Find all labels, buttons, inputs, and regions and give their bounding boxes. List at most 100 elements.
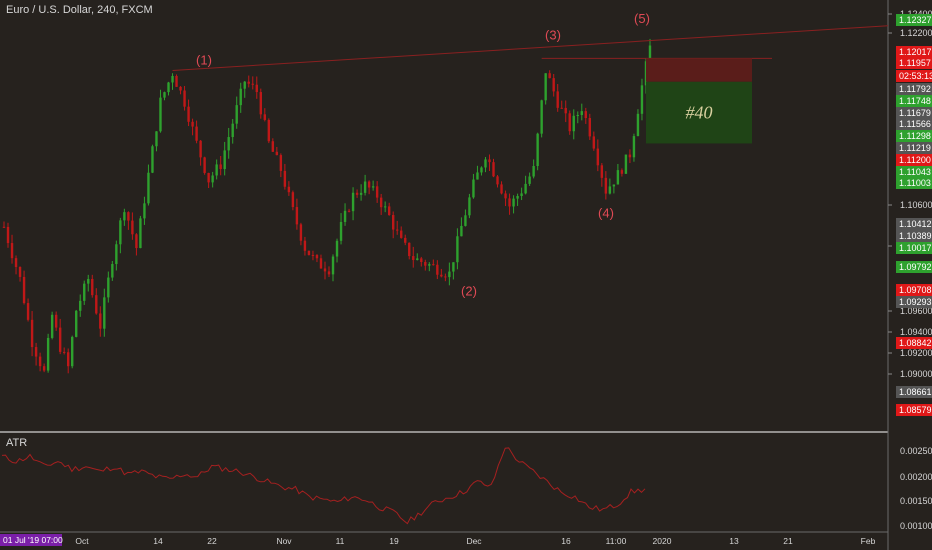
candle-body xyxy=(616,170,620,185)
candle-body xyxy=(508,198,511,207)
candle-body xyxy=(38,356,42,367)
candle-body xyxy=(339,221,343,241)
candle-body xyxy=(327,271,331,275)
candle-body xyxy=(500,184,503,194)
candle-body xyxy=(247,81,250,84)
candle-body xyxy=(62,351,66,353)
candle-body xyxy=(211,175,214,183)
atr-indicator-label[interactable]: ATR xyxy=(6,437,28,449)
wave-label: (4) xyxy=(598,206,614,221)
candle-body xyxy=(588,118,592,137)
candle-body xyxy=(608,186,612,194)
price-tag-label: 1.11748 xyxy=(899,96,931,106)
candle-body xyxy=(22,276,26,304)
atr-tick-label: 0.00100 xyxy=(900,521,932,531)
start-date-label: 01 Jul '19 07:00 xyxy=(3,535,63,545)
price-tag-label: 1.10017 xyxy=(899,243,932,253)
candle-body xyxy=(604,177,608,194)
candle-body xyxy=(147,172,150,204)
candle-body xyxy=(480,167,483,173)
time-tick-label: 19 xyxy=(389,536,399,546)
candle-body xyxy=(404,237,407,243)
price-tag xyxy=(896,118,932,130)
candle-body xyxy=(416,258,419,260)
candle-body xyxy=(424,262,427,266)
price-tag xyxy=(896,296,932,308)
candle-body xyxy=(636,113,640,137)
price-tag-label: 1.11298 xyxy=(899,131,931,141)
candle-body xyxy=(484,159,487,168)
price-tag xyxy=(896,261,932,273)
wave-label: (5) xyxy=(634,11,650,26)
candle-body xyxy=(219,164,222,170)
candle-body xyxy=(564,107,567,114)
candle-body xyxy=(75,310,78,337)
candle-body xyxy=(476,172,479,180)
candle-body xyxy=(143,203,146,219)
candle-body xyxy=(456,236,459,263)
price-tag xyxy=(896,95,932,107)
candle-body xyxy=(584,111,587,119)
candle-body xyxy=(544,73,547,101)
candle-body xyxy=(179,86,182,91)
candle-body xyxy=(568,113,571,132)
candle-body xyxy=(440,274,443,277)
candle-body xyxy=(14,258,18,268)
candle-body xyxy=(239,88,242,106)
candle-body xyxy=(171,75,174,83)
candle-body xyxy=(251,83,254,85)
candle-body xyxy=(379,197,383,208)
candle-body xyxy=(524,183,527,194)
candle-body xyxy=(111,264,114,278)
candle-body xyxy=(303,240,307,251)
candle-body xyxy=(279,155,283,171)
price-tag xyxy=(896,57,932,69)
price-tag xyxy=(896,404,932,416)
candle-body xyxy=(311,254,315,256)
candle-body xyxy=(50,314,54,338)
candle-body xyxy=(163,92,166,98)
stop-loss-zone xyxy=(646,58,752,82)
time-tick-label: Dec xyxy=(466,536,482,546)
candle-body xyxy=(26,303,30,320)
price-tag-label: 1.10412 xyxy=(899,219,932,229)
candle-body xyxy=(408,242,411,257)
candle-body xyxy=(383,206,387,208)
candle-body xyxy=(66,352,70,367)
price-tag-label: 1.10389 xyxy=(899,231,932,241)
candle-body xyxy=(452,262,455,272)
time-tick-label: 11:00 xyxy=(606,536,627,546)
candle-body xyxy=(107,277,110,298)
atr-tick-label: 0.00250 xyxy=(900,446,932,456)
price-tag-label: 1.12017 xyxy=(899,47,932,57)
candle-body xyxy=(71,336,74,367)
price-tag-label: 1.11003 xyxy=(899,178,931,188)
price-tag xyxy=(896,166,932,178)
candle-body xyxy=(123,212,126,221)
candle-body xyxy=(115,244,118,265)
candle-body xyxy=(307,250,311,255)
candle-body xyxy=(596,148,600,166)
candle-body xyxy=(159,97,162,132)
wave-label: (2) xyxy=(461,284,477,299)
candle-body xyxy=(183,90,186,107)
price-tag xyxy=(896,284,932,296)
price-tag xyxy=(896,154,932,166)
price-tag xyxy=(896,242,932,254)
candle-body xyxy=(371,186,375,188)
candle-body xyxy=(632,136,636,158)
atr-line xyxy=(1,447,646,525)
candle-body xyxy=(135,234,138,249)
candle-body xyxy=(191,121,194,127)
time-tick-label: Oct xyxy=(75,536,89,546)
candle-body xyxy=(263,114,267,120)
candle-body xyxy=(30,319,34,348)
price-tag xyxy=(896,130,932,142)
price-tag-label: 1.11679 xyxy=(899,108,931,118)
price-tag-label: 1.11219 xyxy=(899,143,931,153)
candle-body xyxy=(195,126,198,141)
candle-body xyxy=(351,192,355,212)
price-tag-label: 1.11043 xyxy=(899,167,931,177)
price-tag xyxy=(896,107,932,119)
